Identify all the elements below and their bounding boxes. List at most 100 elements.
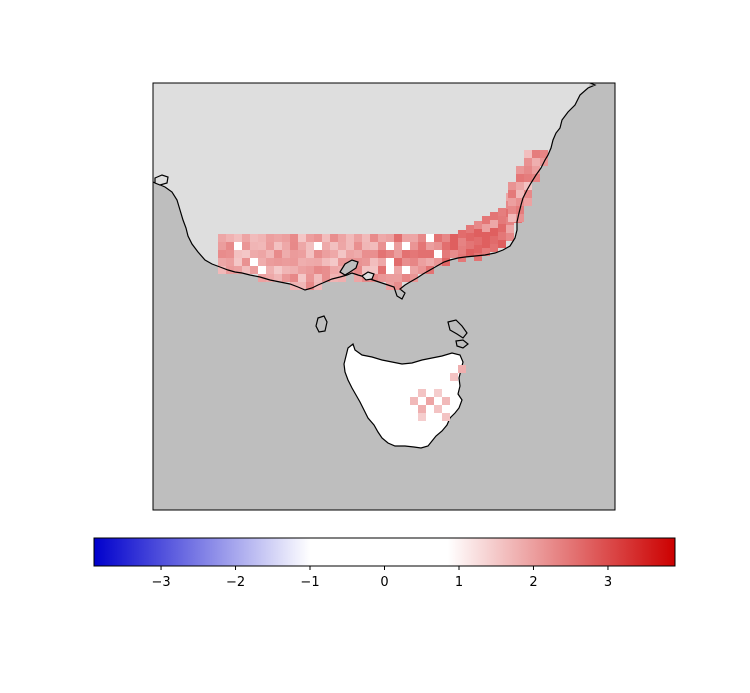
grid-cell: [418, 250, 426, 258]
grid-cell: [516, 174, 524, 182]
grid-cell: [378, 266, 386, 274]
grid-cell: [490, 212, 498, 220]
grid-cell: [426, 242, 434, 250]
western-port-island: [361, 271, 375, 281]
grid-cell: [466, 225, 474, 233]
grid-cell: [378, 250, 386, 258]
grid-cell: [394, 234, 402, 242]
grid-cell: [330, 266, 338, 274]
grid-cell: [442, 242, 450, 250]
grid-cell: [242, 258, 250, 266]
grid-cell: [410, 266, 418, 274]
grid-cell: [418, 266, 426, 274]
grid-cell: [338, 250, 346, 258]
grid-cell: [466, 249, 474, 257]
grid-cell: [506, 233, 514, 241]
grid-cell: [418, 234, 426, 242]
grid-cell: [354, 274, 362, 282]
grid-cell: [274, 242, 282, 250]
grid-cell: [274, 274, 282, 282]
grid-cell: [474, 253, 482, 261]
grid-cell: [266, 242, 274, 250]
grid-cell: [434, 405, 442, 413]
grid-cell: [524, 182, 532, 190]
grid-cell: [314, 266, 322, 274]
grid-cell: [234, 250, 242, 258]
grid-cell: [330, 234, 338, 242]
grid-cell: [508, 190, 516, 198]
grid-cell: [338, 234, 346, 242]
grid-cell: [218, 234, 226, 242]
grid-cell: [370, 242, 378, 250]
grid-cell: [282, 234, 290, 242]
grid-cell: [450, 373, 458, 381]
grid-cell: [524, 158, 532, 166]
grid-cell: [394, 242, 402, 250]
grid-cell: [434, 234, 442, 242]
grid-cell: [226, 250, 234, 258]
grid-cell: [306, 242, 314, 250]
grid-cell: [378, 234, 386, 242]
grid-cell: [362, 250, 370, 258]
grid-cell: [242, 250, 250, 258]
grid-cell: [258, 234, 266, 242]
grid-cell: [498, 208, 506, 216]
grid-cell: [370, 234, 378, 242]
grid-cell: [418, 258, 426, 266]
grid-cell: [434, 242, 442, 250]
grid-cell: [418, 242, 426, 250]
grid-cell: [314, 234, 322, 242]
grid-cell: [282, 258, 290, 266]
map-panel: [153, 83, 615, 510]
grid-cell: [402, 274, 410, 282]
grid-cell: [434, 389, 442, 397]
cape-barren-island: [455, 339, 469, 349]
tasmania-grid-cells: [410, 365, 466, 421]
grid-cell: [402, 258, 410, 266]
grid-cell: [298, 266, 306, 274]
grid-cell: [298, 274, 306, 282]
grid-cell: [314, 274, 322, 282]
grid-cell: [524, 174, 532, 182]
grid-cell: [386, 250, 394, 258]
grid-cell: [524, 166, 532, 174]
grid-cell: [482, 224, 490, 232]
grid-cell: [362, 258, 370, 266]
grid-cell: [250, 234, 258, 242]
grid-cell: [298, 242, 306, 250]
grid-cell: [490, 236, 498, 244]
grid-cell: [402, 266, 410, 274]
grid-cell: [524, 198, 532, 206]
grid-cell: [498, 216, 506, 224]
colorbar-gradient: [93, 537, 676, 567]
grid-cell: [410, 397, 418, 405]
grid-cell: [290, 266, 298, 274]
top-left-island: [154, 174, 169, 186]
grid-cell: [442, 234, 450, 242]
grid-cell: [218, 250, 226, 258]
grid-cell: [330, 250, 338, 258]
grid-cell: [458, 238, 466, 246]
grid-cell: [314, 250, 322, 258]
grid-cell: [370, 250, 378, 258]
grid-cell: [516, 190, 524, 198]
grid-cell: [458, 365, 466, 373]
grid-cell: [266, 274, 274, 282]
grid-cell: [258, 266, 266, 274]
grid-cell: [322, 274, 330, 282]
grid-cell: [466, 241, 474, 249]
grid-cell: [532, 174, 540, 182]
grid-cell: [450, 242, 458, 250]
grid-cell: [498, 224, 506, 232]
grid-cell: [426, 258, 434, 266]
grid-cell: [466, 233, 474, 241]
colorbar-tick-label: 1: [455, 575, 463, 590]
grid-cell: [370, 266, 378, 274]
grid-cell: [418, 389, 426, 397]
flinders-island: [447, 319, 468, 339]
grid-cell: [258, 250, 266, 258]
colorbar-ticks: −3 −2 −1 0 1 2 3: [151, 566, 612, 590]
grid-cell: [322, 242, 330, 250]
grid-cell: [370, 274, 378, 282]
grid-cell: [410, 234, 418, 242]
